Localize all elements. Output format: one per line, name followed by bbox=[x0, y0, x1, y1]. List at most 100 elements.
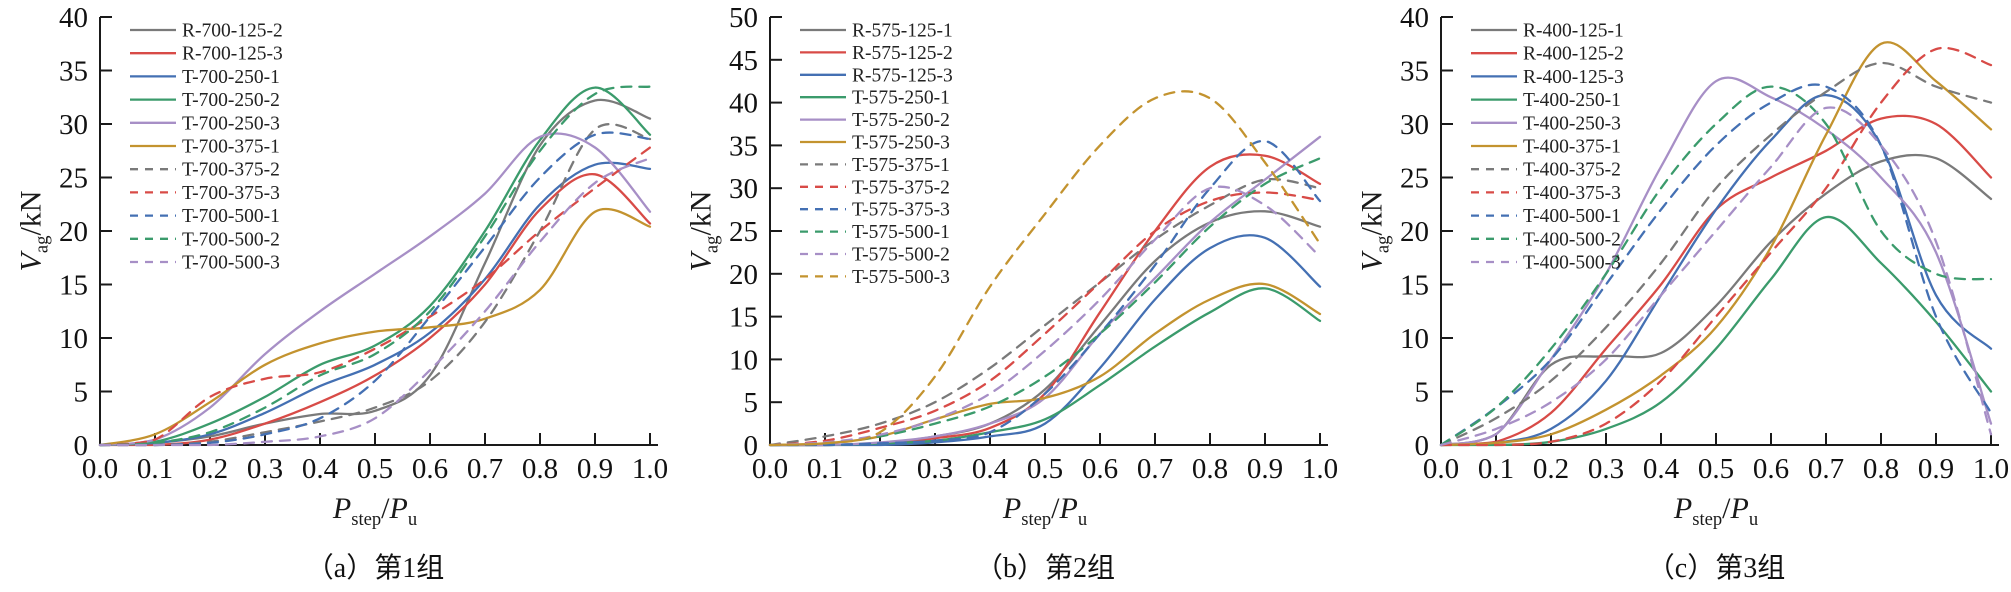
x-tick-label: 0.0 bbox=[82, 453, 118, 485]
x-tick-label: 0.1 bbox=[137, 453, 173, 485]
chart-a-canvas: 0 5 10 15 20 25 30 35 40 0.0 0.1 0.2 0.3 0.4 0.5 0.6 0.7… bbox=[59, 2, 668, 485]
x-tick-label: 0.7 bbox=[1137, 453, 1173, 485]
y-tick-label: 35 bbox=[1400, 56, 1429, 88]
series-curve-T-575-375-1 bbox=[768, 177, 1322, 447]
series-curve-T-700-375-2 bbox=[98, 123, 652, 447]
y-var-sub: ag bbox=[31, 235, 53, 254]
legend-label: T-700-375-1 bbox=[182, 137, 280, 158]
legend-label: T-700-375-2 bbox=[182, 160, 280, 181]
legend-label: T-400-250-1 bbox=[1523, 90, 1621, 111]
x-tick-label: 0.3 bbox=[917, 453, 953, 485]
x-tick-label: 1.0 bbox=[1302, 453, 1338, 485]
y-tick-label: 40 bbox=[59, 2, 88, 34]
legend-label: T-700-250-2 bbox=[182, 90, 280, 111]
series-curve-T-700-250-1 bbox=[98, 161, 652, 447]
x-tick-label: 0.1 bbox=[807, 453, 843, 485]
x-tick-label: 0.5 bbox=[357, 453, 393, 485]
x-tick-label: 0.5 bbox=[1027, 453, 1063, 485]
legend-label: R-400-125-2 bbox=[1523, 44, 1624, 65]
y-unit: /kN bbox=[684, 190, 718, 236]
x-tick-label: 0.9 bbox=[1918, 453, 1954, 485]
y-tick-label: 10 bbox=[1400, 323, 1429, 355]
series-curve-T-575-250-3 bbox=[768, 282, 1322, 447]
y-tick-label: 10 bbox=[729, 344, 758, 376]
series-curve-T-700-250-3 bbox=[98, 132, 652, 447]
x-tick-label: 0.7 bbox=[1808, 453, 1844, 485]
y-tick-label: 20 bbox=[1400, 216, 1429, 248]
legend-label: T-700-250-1 bbox=[182, 67, 280, 88]
y-tick-label: 5 bbox=[744, 387, 759, 419]
x-tick-label: 0.6 bbox=[412, 453, 448, 485]
y-tick-label: 50 bbox=[729, 2, 758, 34]
y-var: V bbox=[684, 253, 718, 272]
y-tick-label: 15 bbox=[59, 270, 88, 302]
series-curve-T-400-375-2 bbox=[1439, 61, 1993, 447]
x-slash: / bbox=[1051, 492, 1060, 525]
series-curve-T-700-250-2 bbox=[98, 86, 652, 447]
x-tick-label: 0.5 bbox=[1698, 453, 1734, 485]
chart-c-canvas: 0 5 10 15 20 25 30 35 40 0.0 0.1 0.2 0.3 0.4 0.5 0.6 0.7… bbox=[1400, 2, 2009, 485]
x-tick-label: 1.0 bbox=[632, 453, 668, 485]
chart-b-canvas: 0 5 10 15 20 25 30 35 40 45 50 0.0 0.1 0.2 0.3 0.4 0.5 0.… bbox=[729, 2, 1338, 485]
x-var2: P bbox=[1059, 492, 1078, 525]
y-tick-label: 15 bbox=[1400, 270, 1429, 302]
x-slash: / bbox=[381, 492, 390, 525]
y-tick-label: 0 bbox=[1415, 430, 1430, 462]
x-tick-label: 0.9 bbox=[577, 453, 613, 485]
series-curve-T-700-500-1 bbox=[98, 131, 652, 447]
legend-label: R-575-125-1 bbox=[852, 21, 953, 42]
chart-a-x-axis-title: Pstep/Pu bbox=[333, 492, 417, 531]
y-tick-label: 25 bbox=[729, 216, 758, 248]
x-tick-label: 0.2 bbox=[1533, 453, 1569, 485]
series-curve-T-700-500-3 bbox=[98, 157, 652, 447]
chart-c-caption: （c）第3组 bbox=[1646, 553, 1786, 584]
series-curve-T-575-375-3 bbox=[768, 139, 1322, 447]
x-tick-label: 0.9 bbox=[1247, 453, 1283, 485]
y-var-sub: ag bbox=[701, 235, 723, 254]
x-var2: P bbox=[1730, 492, 1749, 525]
legend-label: R-700-125-3 bbox=[182, 44, 283, 65]
legend-label: T-400-250-3 bbox=[1523, 113, 1621, 134]
x-tick-label: 0.8 bbox=[1192, 453, 1228, 485]
series-curve-T-400-500-3 bbox=[1439, 106, 1993, 447]
legend-label: T-700-500-1 bbox=[182, 206, 280, 227]
legend-label: T-400-375-2 bbox=[1523, 160, 1621, 181]
y-tick-label: 40 bbox=[1400, 2, 1429, 34]
legend-label: T-400-375-1 bbox=[1523, 137, 1621, 158]
y-tick-label: 20 bbox=[729, 259, 758, 291]
x-tick-label: 0.3 bbox=[247, 453, 283, 485]
legend-label: T-700-250-3 bbox=[182, 113, 280, 134]
legend-label: T-575-250-1 bbox=[852, 88, 950, 109]
legend-label: T-400-500-3 bbox=[1523, 253, 1621, 274]
x-var-sub: step bbox=[1021, 509, 1052, 530]
chart-b-y-axis-title: Vag/kN bbox=[685, 191, 724, 272]
series-curve-T-400-250-1 bbox=[1439, 215, 1993, 447]
legend-label: R-400-125-1 bbox=[1523, 21, 1624, 42]
x-tick-label: 0.2 bbox=[192, 453, 228, 485]
x-tick-label: 0.4 bbox=[972, 453, 1009, 485]
x-tick-label: 0.4 bbox=[1643, 453, 1680, 485]
x-var-sub: step bbox=[351, 509, 382, 530]
x-tick-label: 0.7 bbox=[467, 453, 503, 485]
y-tick-label: 25 bbox=[1400, 163, 1429, 195]
series-curve-T-575-250-1 bbox=[768, 287, 1322, 447]
legend-label: T-575-375-1 bbox=[852, 155, 950, 176]
legend-label: R-575-125-3 bbox=[852, 65, 953, 86]
x-tick-label: 0.2 bbox=[862, 453, 898, 485]
series-curve-T-575-500-3 bbox=[768, 90, 1322, 447]
x-var: P bbox=[1673, 492, 1693, 525]
legend-label: R-575-125-2 bbox=[852, 43, 953, 64]
y-var: V bbox=[1355, 253, 1389, 272]
series-curve-T-400-250-3 bbox=[1439, 76, 1993, 447]
legend-label: T-400-500-1 bbox=[1523, 206, 1621, 227]
y-tick-label: 30 bbox=[729, 173, 758, 205]
x-var2-sub: u bbox=[1748, 509, 1759, 530]
y-tick-label: 45 bbox=[729, 45, 758, 77]
legend-label: T-575-500-3 bbox=[852, 267, 950, 288]
legend-label: R-700-125-2 bbox=[182, 21, 283, 42]
x-var2: P bbox=[389, 492, 408, 525]
x-var2-sub: u bbox=[407, 509, 418, 530]
series-curve-T-575-375-2 bbox=[768, 191, 1322, 447]
legend-label: T-575-250-3 bbox=[852, 133, 950, 154]
x-tick-label: 0.8 bbox=[522, 453, 558, 485]
